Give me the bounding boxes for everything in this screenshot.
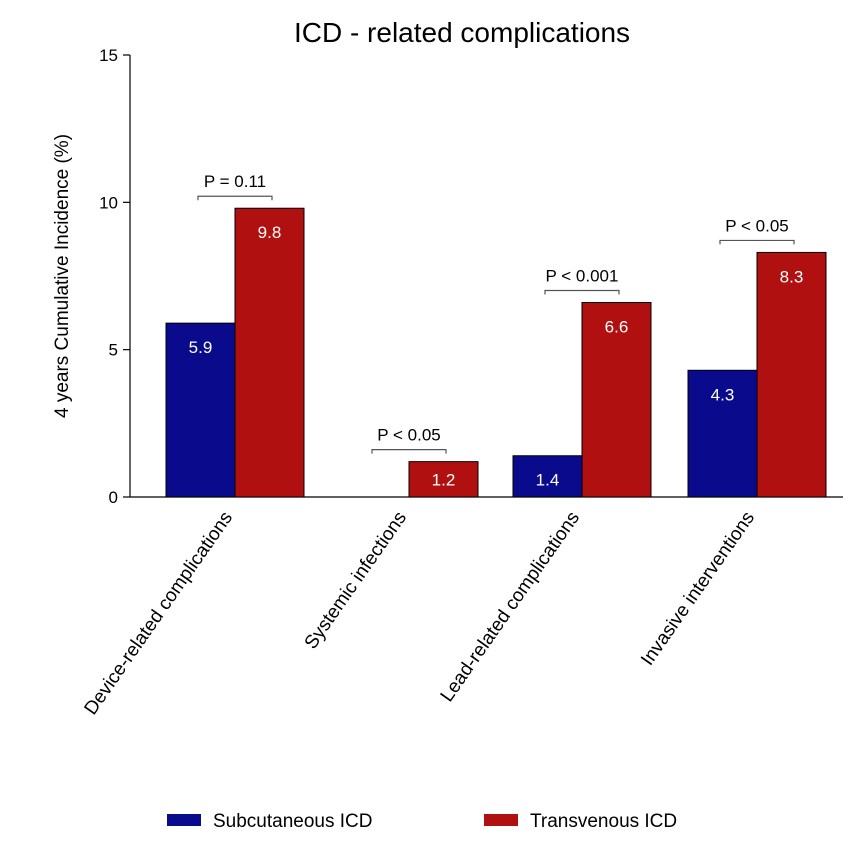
p-value-label: P = 0.11 [204,172,266,191]
p-value-bracket [719,239,795,245]
category-label: Device-related complications [81,508,238,719]
bar-value-label: 1.2 [432,470,456,489]
legend-label: Transvenous ICD [530,811,677,832]
bar-value-label: 9.8 [258,223,282,242]
category-label: Invasive interventions [637,508,759,670]
legend-swatch [484,814,518,826]
category-label: Lead-related complications [437,508,584,706]
y-tick-label: 5 [109,341,118,360]
bar [165,322,236,498]
bar [581,302,652,498]
bar-value-label: 5.9 [189,338,213,357]
category-label: Systemic infections [301,508,411,653]
legend-swatch [167,814,201,826]
bar [234,207,305,498]
bar [687,369,758,498]
bar-value-label: 6.6 [605,318,629,337]
y-axis-label: 4 years Cumulative Incidence (%) [52,134,73,418]
bar [408,461,479,498]
legend-label: Subcutaneous ICD [213,811,373,832]
p-value-bracket [371,449,447,454]
p-value-bracket [544,289,620,295]
bar-value-label: 4.3 [711,385,735,404]
p-value-label: P < 0.05 [377,426,441,445]
bar-value-label: 8.3 [780,267,804,286]
p-value-label: P < 0.001 [546,267,619,286]
p-value-bracket [197,195,273,201]
bar-value-label: 1.4 [536,471,560,490]
chart-title: ICD - related complications [294,17,630,48]
y-tick-label: 10 [99,193,118,212]
bar [756,251,827,498]
y-tick-label: 15 [99,46,118,65]
y-tick-label: 0 [109,488,118,507]
p-value-label: P < 0.05 [725,216,789,235]
